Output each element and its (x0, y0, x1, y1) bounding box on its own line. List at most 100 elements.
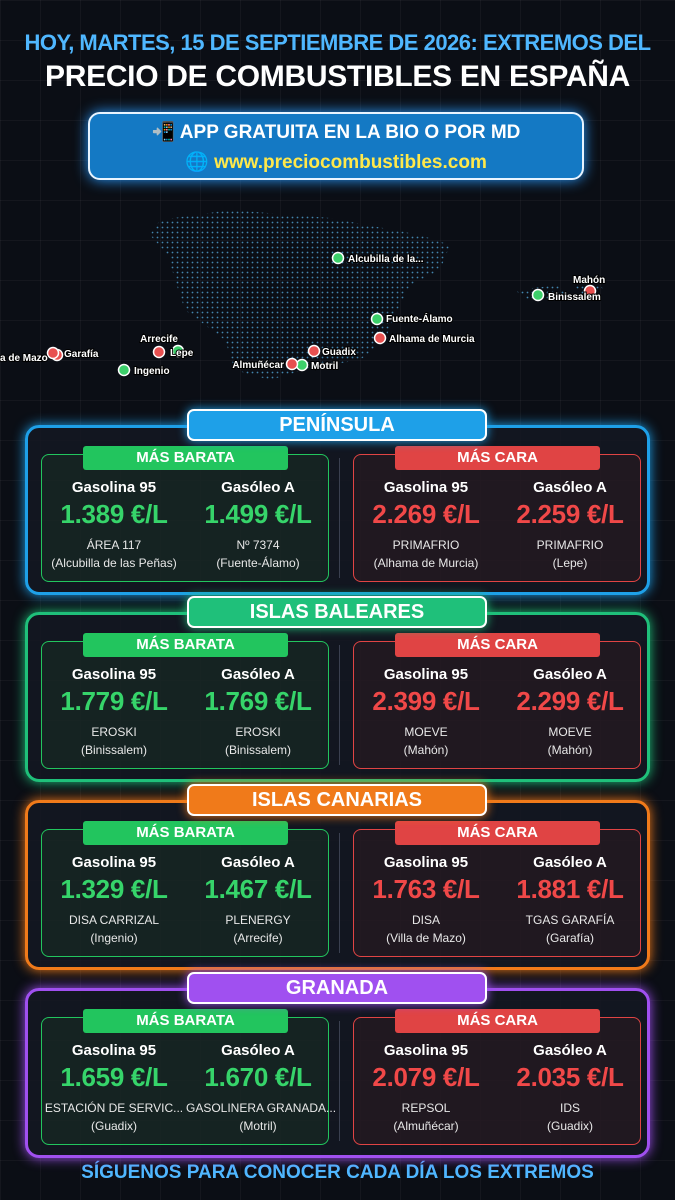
station-place: (Garafía) (545, 931, 594, 945)
fuel-price: 1.329 €/L (60, 874, 168, 904)
fuel-name: Gasóleo A (221, 1042, 295, 1059)
fuel-name: Gasolina 95 (383, 479, 469, 496)
map-marker (171, 344, 185, 358)
fuel-price: 1.881 €/L (516, 874, 624, 904)
fuel-price: 1.769 €/L (204, 686, 312, 716)
fuel-name: Gasolina 95 (383, 854, 469, 871)
region-title: ISLAS BALEARES (187, 596, 487, 628)
fuel-column: Gasolina 95 1.329 €/L DISA CARRIZAL (Ingeni… (42, 830, 186, 945)
cheapest-card: MÁS BARATA Gasolina 95 1.779 €/L EROSKI (Bin… (41, 633, 330, 769)
station-name: IDS (559, 1101, 580, 1115)
fuel-column: Gasóleo A 2.035 €/L IDS (Guadix) (498, 1018, 642, 1133)
peninsula-shape (150, 210, 450, 380)
map-label: Garafía (64, 349, 99, 360)
fuel-name: Gasolina 95 (383, 666, 469, 683)
station-name: ÁREA 117 (86, 538, 142, 552)
fuel-name: Gasolina 95 (71, 1042, 157, 1059)
fuel-name: Gasóleo A (533, 479, 607, 496)
map-label: Lepe (170, 348, 194, 359)
region-panel: MÁS BARATA Gasolina 95 1.329 €/L DISA CARRI… (25, 800, 650, 970)
station-name: REPSOL (401, 1101, 451, 1115)
map-label: Motril (311, 361, 338, 372)
fuel-column: Gasolina 95 2.079 €/L REPSOL (Almuñécar) (354, 1018, 498, 1133)
fuel-column: Gasóleo A 1.881 €/L TGAS GARAFÍA (Garafía) (498, 830, 642, 945)
station-name: TGAS GARAFÍA (525, 913, 615, 927)
station-name: ESTACIÓN DE SERVIC... (44, 1101, 184, 1115)
divider (339, 645, 340, 765)
fuel-price: 1.467 €/L (204, 874, 312, 904)
divider (339, 1021, 340, 1141)
station-name: DISA (411, 913, 440, 927)
map-marker (46, 346, 60, 360)
station-name: EROSKI (235, 725, 281, 739)
fuel-name: Gasóleo A (221, 854, 295, 871)
fuel-name: Gasóleo A (221, 666, 295, 683)
fuel-column: Gasóleo A 1.670 €/L GASOLINERA GRANADA... (… (186, 1018, 337, 1133)
region-panel: MÁS BARATA Gasolina 95 1.779 €/L EROSKI (Bin… (25, 612, 650, 782)
header-line-1: HOY, MARTES, 15 DE SEPTIEMBRE DE 2026: E… (24, 30, 651, 55)
station-name: EROSKI (91, 725, 137, 739)
fuel-price: 1.499 €/L (204, 499, 312, 529)
station-name: DISA CARRIZAL (68, 913, 160, 927)
card-tag: MÁS CARA (395, 633, 600, 657)
card-tag: MÁS BARATA (83, 821, 288, 845)
fuel-name: Gasóleo A (533, 1042, 607, 1059)
fuel-column: Gasóleo A 1.769 €/L EROSKI (Binissalem) (186, 642, 330, 757)
priciest-card: MÁS CARA Gasolina 95 2.269 €/L PRIMAFRIO (Al… (353, 446, 641, 582)
fuel-price: 2.259 €/L (516, 499, 624, 529)
map-label: Arrecife (140, 334, 178, 345)
card-tag: MÁS CARA (395, 1009, 600, 1033)
fuel-column: Gasóleo A 1.467 €/L PLENERGY (Arrecife) (186, 830, 330, 945)
map-marker (373, 331, 387, 345)
fuel-name: Gasóleo A (533, 666, 607, 683)
priciest-card: MÁS CARA Gasolina 95 1.763 €/L DISA (Villa d… (353, 821, 642, 957)
card-tag: MÁS BARATA (83, 446, 288, 470)
map-label: Binissalem (548, 292, 601, 303)
station-place: (Arrecife) (233, 931, 283, 945)
fuel-price: 1.659 €/L (60, 1062, 168, 1092)
station-place: (Villa de Mazo) (386, 931, 466, 945)
fuel-price: 2.399 €/L (372, 686, 480, 716)
fuel-column: Gasolina 95 1.659 €/L ESTACIÓN DE SERVIC..… (42, 1018, 186, 1133)
map-marker (370, 312, 384, 326)
fuel-price: 1.670 €/L (204, 1062, 312, 1092)
map-label: Mahón (573, 275, 605, 286)
divider (339, 458, 340, 578)
map-marker (331, 251, 345, 265)
fuel-name: Gasóleo A (533, 854, 607, 871)
station-place: (Fuente-Álamo) (216, 556, 300, 570)
map-label: Almuñécar (232, 360, 284, 371)
fuel-column: Gasolina 95 1.389 €/L ÁREA 117 (Alcubilla d… (42, 455, 186, 570)
footer: SÍGUENOS PARA CONOCER CADA DÍA LOS EXTRE… (81, 1162, 594, 1183)
fuel-name: Gasolina 95 (383, 1042, 469, 1059)
station-name: MOEVE (404, 725, 448, 739)
card-tag: MÁS CARA (395, 446, 600, 470)
map-marker (117, 363, 131, 377)
fuel-column: Gasóleo A 2.299 €/L MOEVE (Mahón) (498, 642, 642, 757)
station-name: GASOLINERA GRANADA... (186, 1101, 337, 1115)
region-panel: MÁS BARATA Gasolina 95 1.389 €/L ÁREA 117 (A… (25, 425, 650, 595)
app-banner[interactable]: 📲 APP GRATUITA EN LA BIO O POR MD 🌐 www.… (88, 112, 584, 180)
map-marker (307, 344, 321, 358)
url-text[interactable]: 🌐 www.preciocombustibles.com (185, 152, 487, 173)
station-name: PRIMAFRIO (392, 538, 460, 552)
app-text: 📲 APP GRATUITA EN LA BIO O POR MD (151, 122, 521, 143)
fuel-price: 2.035 €/L (516, 1062, 624, 1092)
map-marker (285, 357, 299, 371)
map-label: a de Mazo (0, 353, 48, 364)
station-place: (Binissalem) (80, 743, 147, 757)
divider (339, 833, 340, 953)
header-line-2: PRECIO DE COMBUSTIBLES EN ESPAÑA (45, 60, 630, 93)
cheapest-card: MÁS BARATA Gasolina 95 1.329 €/L DISA CARRI… (41, 821, 330, 957)
fuel-price: 1.779 €/L (60, 686, 168, 716)
map-label: Fuente-Álamo (386, 312, 453, 325)
station-place: (Mahón) (403, 743, 449, 757)
map-label: Alcubilla de la... (348, 254, 424, 265)
station-place: (Guadix) (90, 1119, 137, 1133)
map-label: Ingenio (134, 366, 170, 377)
card-tag: MÁS CARA (395, 821, 600, 845)
region-title: PENÍNSULA (187, 409, 487, 441)
fuel-column: Gasóleo A 1.499 €/L Nº 7374 (Fuente-Álamo) (186, 455, 330, 570)
map-marker (583, 284, 597, 298)
